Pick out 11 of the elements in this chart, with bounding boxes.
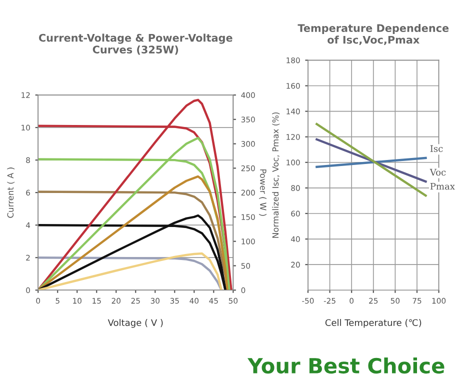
x-axis-title: Cell Temperature (℃) (325, 319, 422, 328)
chart-title: Temperature Dependence of Isc,Voc,Pmax (298, 24, 449, 46)
series-label: Voc (430, 168, 446, 176)
chart-title: Current-Voltage & Power-Voltage Curves (325W) (38, 34, 232, 55)
series-label: Pmax (430, 182, 455, 190)
y-axis-title: Current ( A ) (7, 168, 15, 218)
series-label: Isc (430, 145, 443, 152)
x-axis-title: Voltage ( V ) (108, 319, 163, 328)
y-axis-title: Normalized Isc, Voc, Pmax (%) (272, 112, 280, 238)
text: Your Best Choice (247, 357, 444, 374)
y2-axis-title: Power ( W ) (259, 169, 266, 216)
